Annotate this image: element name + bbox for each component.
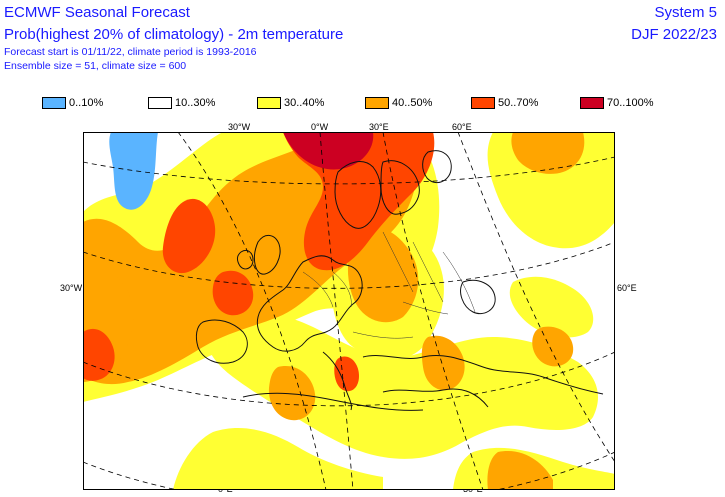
legend-label: 50..70% — [498, 97, 539, 109]
forecast-info: Forecast start is 01/11/22, climate peri… — [4, 46, 257, 58]
ensemble-info: Ensemble size = 51, climate size = 600 — [4, 60, 187, 72]
tick-top-30e: 30°E — [369, 122, 389, 132]
legend-label: 30..40% — [284, 97, 325, 109]
legend-label: 40..50% — [392, 97, 433, 109]
legend-label: 0..10% — [69, 97, 104, 109]
tick-top-30w: 30°W — [228, 122, 251, 132]
legend-swatch — [580, 97, 604, 109]
legend-item: 40..50% — [365, 96, 432, 110]
legend-item: 10..30% — [148, 96, 215, 110]
legend: 0..10% 10..30% 30..40% 40..50% 50..70% 7… — [0, 96, 725, 112]
graticule — [83, 132, 615, 490]
legend-item: 70..100% — [580, 96, 653, 110]
legend-label: 10..30% — [175, 97, 216, 109]
legend-swatch — [42, 97, 66, 109]
season-label: DJF 2022/23 — [631, 26, 717, 43]
tick-left-30w: 30°W — [60, 283, 83, 293]
legend-swatch — [148, 97, 172, 109]
tick-top-0w: 0°W — [311, 122, 329, 132]
legend-item: 0..10% — [42, 96, 103, 110]
borders — [302, 231, 476, 339]
tick-right-60e: 60°E — [617, 283, 637, 293]
legend-swatch — [471, 97, 495, 109]
system-label: System 5 — [654, 4, 717, 21]
legend-label: 70..100% — [607, 97, 654, 109]
page-title: ECMWF Seasonal Forecast — [4, 4, 190, 21]
region-0-10 — [109, 132, 158, 210]
legend-swatch — [365, 97, 389, 109]
legend-item: 30..40% — [257, 96, 324, 110]
map-frame — [83, 132, 615, 490]
region-70-100 — [283, 132, 374, 170]
tick-top-60e: 60°E — [452, 122, 472, 132]
legend-swatch — [257, 97, 281, 109]
page-subtitle: Prob(highest 20% of climatology) - 2m te… — [4, 26, 344, 43]
legend-item: 50..70% — [471, 96, 538, 110]
coastlines — [195, 150, 604, 411]
probability-map — [83, 132, 615, 490]
